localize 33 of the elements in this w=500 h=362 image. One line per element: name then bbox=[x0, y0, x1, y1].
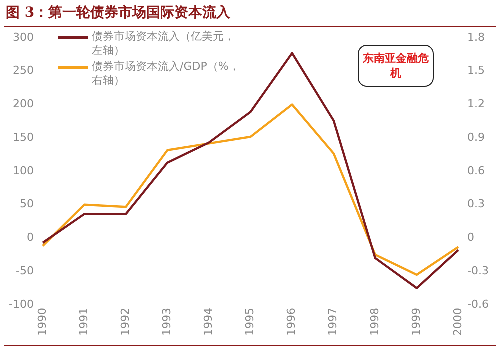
y2-tick-label: 0.9 bbox=[468, 130, 486, 144]
y-tick-label: 0 bbox=[26, 231, 34, 244]
x-tick-label: 1990 bbox=[36, 308, 49, 336]
y2-tick-label: 0.6 bbox=[468, 164, 486, 178]
x-tick-label: 1992 bbox=[118, 308, 132, 336]
y-tick-label: 100 bbox=[12, 164, 34, 178]
y2-tick-label: 1.8 bbox=[468, 30, 486, 44]
x-tick-label: 1996 bbox=[285, 308, 298, 336]
y2-tick-label: 0 bbox=[468, 231, 475, 244]
chart-title: 图 3：第一轮债券市场国际资本流入 bbox=[6, 4, 231, 22]
y-tick-label: -50 bbox=[16, 264, 34, 278]
legend-label: 债券市场资本流入/GDP（%，右轴） bbox=[92, 60, 241, 88]
x-tick-label: 2000 bbox=[451, 308, 464, 336]
x-tick-label: 1993 bbox=[160, 308, 174, 336]
y-tick-label: 200 bbox=[12, 98, 34, 111]
y2-tick-label: -0.3 bbox=[468, 264, 490, 278]
y-tick-label: 300 bbox=[12, 30, 34, 44]
callout-box: 东南亚金融危机 bbox=[358, 45, 434, 87]
y2-tick-label: 1.5 bbox=[468, 64, 486, 78]
y-tick-label: 250 bbox=[12, 64, 34, 78]
x-tick-label: 1997 bbox=[326, 308, 340, 336]
legend-label: 债券市场资本流入（亿美元，左轴） bbox=[92, 30, 236, 58]
y2-tick-label: 1.2 bbox=[468, 98, 486, 111]
x-tick-label: 1994 bbox=[202, 308, 216, 336]
y-tick-label: 150 bbox=[12, 130, 34, 144]
x-tick-label: 1999 bbox=[410, 308, 423, 336]
x-tick-label: 1991 bbox=[77, 308, 90, 336]
y2-tick-label: 0.3 bbox=[468, 198, 486, 211]
y-tick-label: -100 bbox=[8, 298, 34, 311]
y-tick-label: 50 bbox=[20, 198, 34, 211]
x-tick-label: 1995 bbox=[244, 308, 257, 336]
x-tick-label: 1998 bbox=[368, 308, 382, 336]
y2-tick-label: -0.6 bbox=[468, 298, 490, 311]
